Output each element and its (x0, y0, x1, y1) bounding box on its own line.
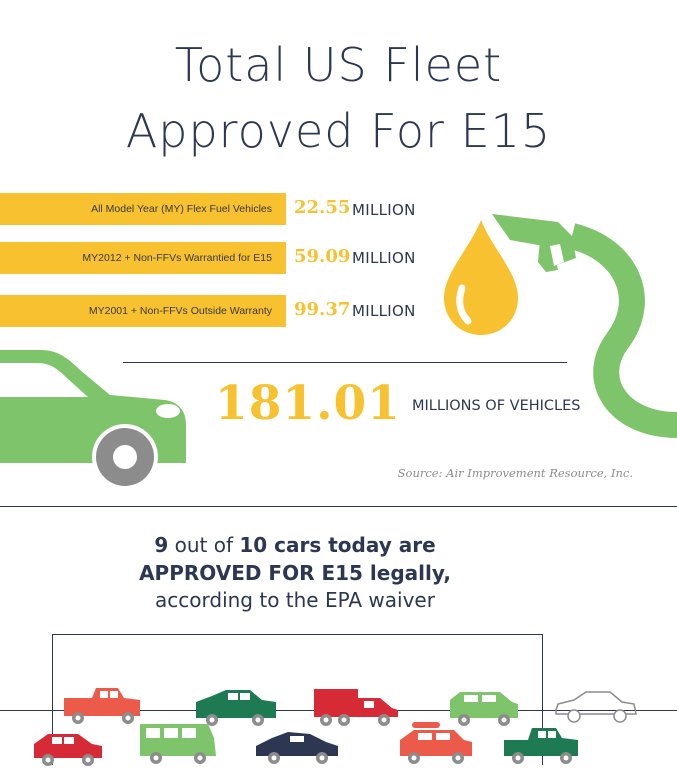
total-value: 181.01 (215, 376, 401, 431)
vehicle-red-hatch (34, 734, 102, 766)
car-icon (0, 350, 186, 490)
headline-line3: according to the EPA waiver (155, 588, 435, 612)
bar-ffv: All Model Year (MY) Flex Fuel Vehicles (0, 193, 286, 225)
vehicle-outline-car (555, 691, 637, 723)
bar-ffv-value: 22.55 (294, 197, 351, 218)
bar-my2012: MY2012 + Non-FFVs Warrantied for E15 (0, 242, 286, 274)
divider-total (123, 362, 567, 363)
vehicle-lightgreen-suv (450, 692, 518, 726)
vehicle-green-car (196, 690, 276, 726)
vehicle-red-truck (314, 689, 398, 726)
bar-my2001-value: 99.37 (294, 299, 351, 320)
headline-t1: out of (168, 533, 240, 557)
fuel-nozzle-icon (492, 214, 677, 438)
vehicle-frame (52, 634, 543, 765)
bar-ffv-unit: MILLION (352, 201, 416, 219)
bar-my2012-label: MY2012 + Non-FFVs Warrantied for E15 (82, 252, 272, 264)
vehicle-red-pickup (64, 688, 140, 724)
vehicle-icons (34, 688, 637, 766)
vehicle-darkgreen-pickup (504, 728, 578, 764)
bar-my2001: MY2001 + Non-FFVs Outside Warranty (0, 295, 286, 327)
bar-ffv-label: All Model Year (MY) Flex Fuel Vehicles (91, 203, 272, 215)
page-title-line1: Total US Fleet (174, 38, 503, 92)
bar-my2001-unit: MILLION (352, 302, 416, 320)
source-note: Source: Air Improvement Resource, Inc. (397, 466, 633, 480)
vehicle-navy-car (256, 732, 338, 764)
bar-my2012-unit: MILLION (352, 249, 416, 267)
total-unit: MILLIONS OF VEHICLES (412, 398, 581, 414)
fuel-drop-icon (444, 220, 518, 335)
headline-line1: 9 out of 10 cars today are (0, 532, 590, 559)
bar-my2001-label: MY2001 + Non-FFVs Outside Warranty (88, 305, 272, 317)
vehicle-green-van (140, 724, 216, 764)
page-title-line2: Approved For E15 (125, 104, 552, 158)
section-divider (0, 506, 677, 507)
headline-n1: 9 (154, 533, 169, 557)
vehicle-red-wagon (400, 722, 472, 764)
headline-line2: APPROVED FOR E15 legally, (139, 561, 451, 585)
bar-my2012-value: 59.09 (294, 246, 351, 267)
headline-n2: 10 cars today are (239, 533, 436, 557)
